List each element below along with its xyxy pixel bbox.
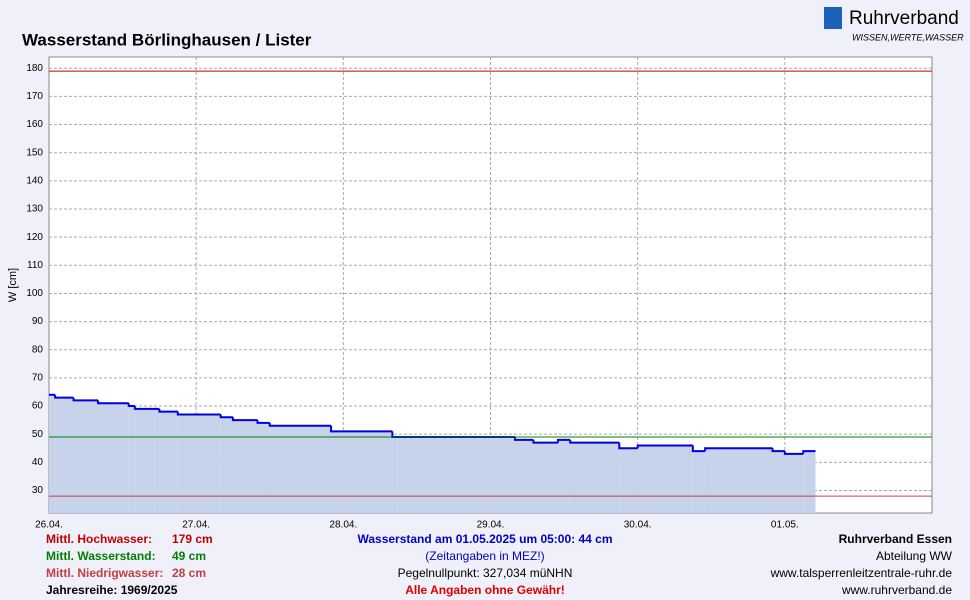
step-line [569,439,620,444]
reference-value: 28 cm [172,566,206,580]
step-line [556,438,571,443]
chart-title: Wasserstand Börlinghausen / Lister [22,30,312,49]
x-tick-label: 26.04. [35,520,63,531]
step-line [176,411,221,416]
area [269,425,332,513]
x-tick-label: 30.04. [624,520,652,531]
y-tick-label: 90 [32,316,44,327]
step-line [158,408,178,413]
logo-slogan: WISSEN,WERTE,WASSER [852,32,964,42]
step-line [514,437,534,441]
area [128,406,135,513]
y-axis-label: W [cm] [7,268,19,302]
step-line [691,445,706,453]
step-line [802,450,816,454]
area [784,453,804,513]
reference-label: Mittl. Niedrigwasser: [46,566,163,580]
step-line [133,406,160,410]
y-tick-label: 140 [26,175,43,186]
step-line [219,414,233,419]
y-tick-label: 40 [32,457,44,468]
area [637,445,693,513]
area [772,451,785,513]
area [533,442,558,513]
step-line [54,394,74,399]
y-tick-label: 160 [26,119,43,130]
area [159,411,178,513]
y-tick-label: 110 [27,260,43,271]
y-tick-label: 30 [32,485,44,496]
y-tick-label: 80 [32,344,44,355]
area [570,442,620,513]
step-line [268,422,332,427]
area [98,403,129,513]
current-level: Wasserstand am 01.05.2025 um 05:00: 44 c… [357,532,612,546]
area [55,397,74,513]
disclaimer: Alle Angaben ohne Gewähr! [405,583,565,597]
step-line [330,425,393,433]
area [392,437,516,513]
area [134,408,160,513]
series-years: Jahresreihe: 1969/2025 [46,583,178,597]
reference-value: 49 cm [172,549,206,563]
step-line [97,400,129,405]
y-tick-label: 170 [26,91,43,102]
y-tick-label: 180 [26,63,43,74]
area [73,400,99,513]
step-line [783,451,804,455]
y-tick-label: 130 [26,204,43,215]
area [557,439,571,513]
area [803,451,816,513]
area [692,451,706,513]
area [232,420,258,513]
url: www.talsperrenleitzentrale-ruhr.de [770,566,953,580]
url: www.ruhrverband.de [841,583,952,597]
area [515,439,534,513]
y-tick-label: 70 [32,373,44,384]
area [177,414,221,513]
step-line [618,442,638,450]
x-tick-label: 01.05. [771,520,799,531]
x-tick-label: 28.04. [329,520,357,531]
x-tick-label: 27.04. [182,520,210,531]
area [257,422,270,513]
step-line [532,439,558,444]
gauge-zero: Pegelnullpunkt: 327,034 müNHN [398,566,573,580]
reference-value: 179 cm [172,532,213,546]
logo-name: Ruhrverband [849,8,959,29]
step-line [72,397,99,402]
step-line [127,403,135,408]
org: Ruhrverband Essen [839,532,952,546]
step-line [771,448,785,453]
step-line [636,444,693,449]
area [220,417,233,513]
y-tick-label: 60 [32,401,44,412]
x-tick-label: 29.04. [477,520,505,531]
y-tick-label: 150 [26,147,43,158]
logo-mark [824,7,842,29]
step-line [231,417,258,422]
step-line [704,447,773,452]
reference-label: Mittl. Wasserstand: [46,549,156,563]
area [705,448,773,513]
reference-label: Mittl. Hochwasser: [46,532,152,546]
time-note: (Zeitangaben in MEZ!) [425,549,544,563]
step-line [256,420,270,424]
y-tick-label: 50 [32,429,44,440]
department: Abteilung WW [876,549,953,563]
area [619,448,638,513]
y-tick-label: 120 [26,232,43,243]
y-tick-label: 100 [26,288,43,299]
area [49,394,56,513]
area [331,431,393,513]
